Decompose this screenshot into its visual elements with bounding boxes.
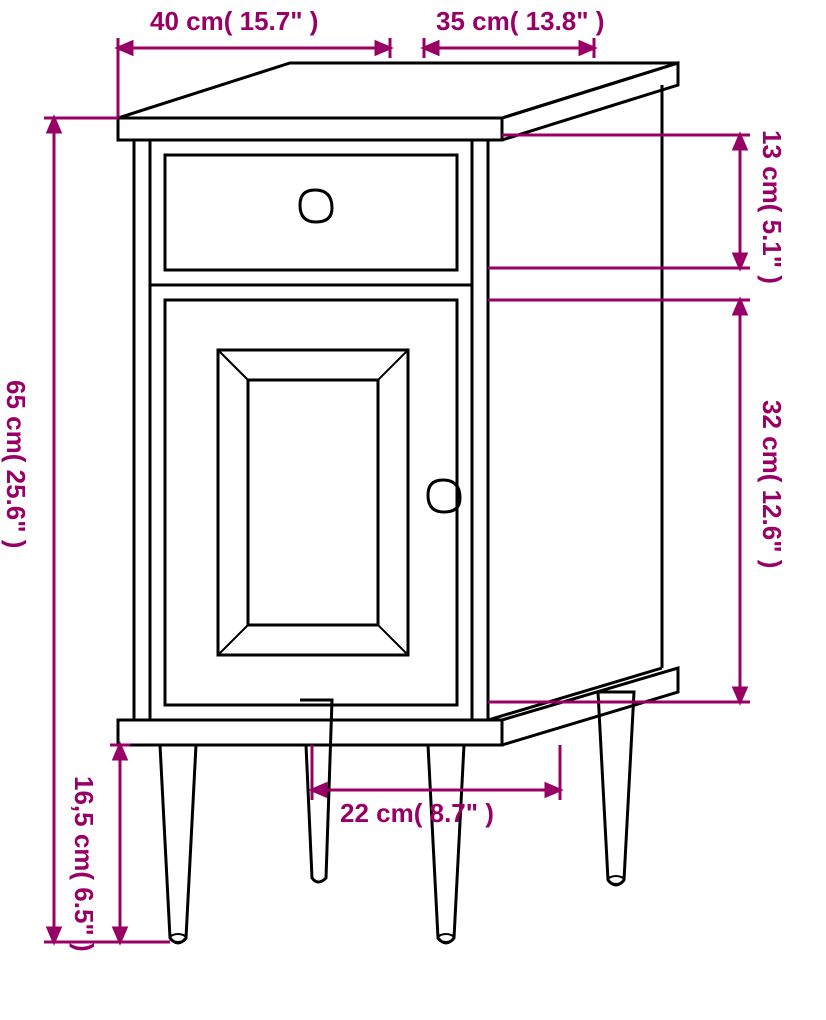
dim-leg-height-label: 16,5 cm( 6.5" ) xyxy=(68,776,99,952)
diagram-container: 40 cm( 15.7" ) 35 cm( 13.8" ) 13 cm( 5.1… xyxy=(0,0,826,1020)
dim-total-height-label: 65 cm( 25.6" ) xyxy=(0,380,31,548)
furniture-diagram xyxy=(0,0,826,1020)
dim-width-label: 40 cm( 15.7" ) xyxy=(150,6,318,37)
dim-door-height-label: 32 cm( 12.6" ) xyxy=(756,400,787,568)
dim-drawer-height-label: 13 cm( 5.1" ) xyxy=(756,130,787,284)
dim-depth-label: 35 cm( 13.8" ) xyxy=(436,6,604,37)
dim-door-width-label: 22 cm( 8.7" ) xyxy=(340,798,494,829)
